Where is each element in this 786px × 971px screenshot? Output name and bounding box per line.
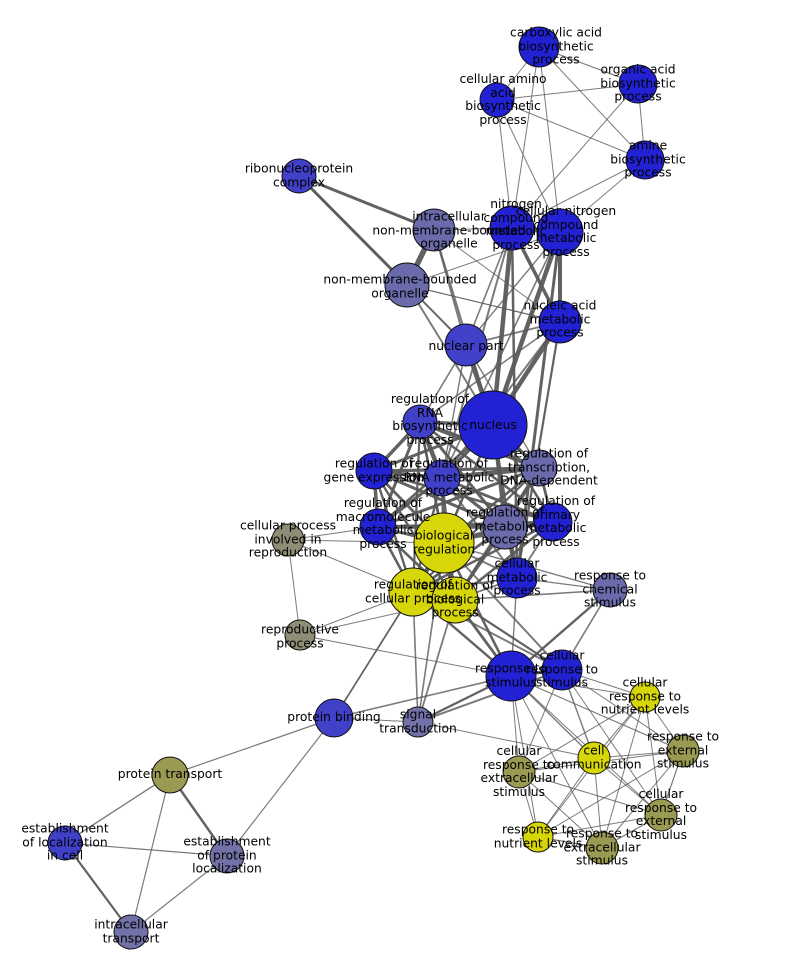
graph-node[interactable] <box>271 523 305 557</box>
graph-edge <box>412 520 554 594</box>
graph-node[interactable] <box>359 508 397 546</box>
graph-edge <box>510 675 684 752</box>
graph-node[interactable] <box>402 404 438 440</box>
graph-edge <box>299 634 512 677</box>
graph-edge <box>510 675 603 849</box>
graph-edge <box>538 46 646 161</box>
graph-node[interactable] <box>629 681 661 713</box>
graph-node[interactable] <box>355 452 393 490</box>
graph-edge <box>377 466 540 529</box>
graph-edge <box>644 696 662 816</box>
graph-node[interactable] <box>281 158 317 194</box>
graph-node[interactable] <box>666 734 700 768</box>
graph-node[interactable] <box>113 914 149 950</box>
graph-edge <box>496 99 561 233</box>
node-layer[interactable] <box>47 26 700 950</box>
graph-edge <box>130 774 171 933</box>
graph-edge <box>373 469 506 529</box>
graph-edge <box>537 814 662 838</box>
graph-node[interactable] <box>518 26 560 68</box>
graph-edge <box>417 669 563 723</box>
graph-edge <box>411 421 422 593</box>
graph-node[interactable] <box>388 567 438 617</box>
graph-node[interactable] <box>444 323 488 367</box>
graph-edge <box>537 750 684 838</box>
graph-node[interactable] <box>384 262 430 308</box>
graph-node[interactable] <box>458 390 528 460</box>
graph-edge <box>298 174 435 232</box>
graph-edge <box>511 83 639 229</box>
graph-node[interactable] <box>284 619 316 651</box>
graph-node[interactable] <box>413 512 475 574</box>
graph-node[interactable] <box>577 741 611 775</box>
graph-node[interactable] <box>533 502 573 542</box>
graph-edge <box>511 46 540 229</box>
graph-edge <box>64 774 171 844</box>
graph-edge <box>130 855 228 933</box>
graph-edge <box>601 750 684 849</box>
graph-node[interactable] <box>592 572 628 608</box>
graph-node[interactable] <box>402 706 434 738</box>
graph-edge <box>406 231 561 286</box>
graph-edge <box>169 717 335 776</box>
graph-node[interactable] <box>412 208 456 252</box>
graph-node[interactable] <box>522 821 554 853</box>
graph-edge <box>226 717 335 857</box>
graph-node[interactable] <box>423 459 461 497</box>
graph-node[interactable] <box>489 205 535 251</box>
graph-node[interactable] <box>47 825 83 861</box>
graph-edge <box>417 721 595 759</box>
graph-node[interactable] <box>209 838 245 874</box>
graph-edge <box>538 46 561 233</box>
graph-edge <box>419 321 561 423</box>
graph-node[interactable] <box>151 756 189 794</box>
graph-edge <box>64 842 132 933</box>
graph-node[interactable] <box>618 64 658 104</box>
graph-edge <box>511 159 646 229</box>
graph-node[interactable] <box>314 698 354 738</box>
graph-node[interactable] <box>538 300 582 344</box>
graph-edge <box>373 469 554 524</box>
graph-node[interactable] <box>541 649 583 691</box>
graph-node[interactable] <box>585 831 619 865</box>
graph-node[interactable] <box>644 798 678 832</box>
graph-node[interactable] <box>482 504 528 550</box>
graph-node[interactable] <box>625 140 665 180</box>
graph-edge <box>64 842 228 857</box>
graph-node[interactable] <box>496 557 538 599</box>
graph-edge <box>601 696 646 849</box>
graph-edge <box>454 589 611 601</box>
graph-edge <box>333 591 414 719</box>
graph-edge <box>518 771 662 816</box>
graph-edge <box>333 675 512 719</box>
graph-edge <box>465 231 561 346</box>
graph-node[interactable] <box>520 449 558 487</box>
graph-edge <box>496 83 639 101</box>
graph-node[interactable] <box>502 755 536 789</box>
graph-node[interactable] <box>479 82 515 118</box>
graph-node[interactable] <box>536 208 584 256</box>
graph-edge <box>496 99 646 161</box>
graph-node[interactable] <box>431 576 479 624</box>
graph-edge <box>561 669 662 816</box>
graph-edge <box>433 229 561 323</box>
graph-node[interactable] <box>485 650 537 702</box>
graph-edge <box>518 771 603 849</box>
graph-edge <box>518 696 646 773</box>
graph-edge <box>406 284 561 323</box>
